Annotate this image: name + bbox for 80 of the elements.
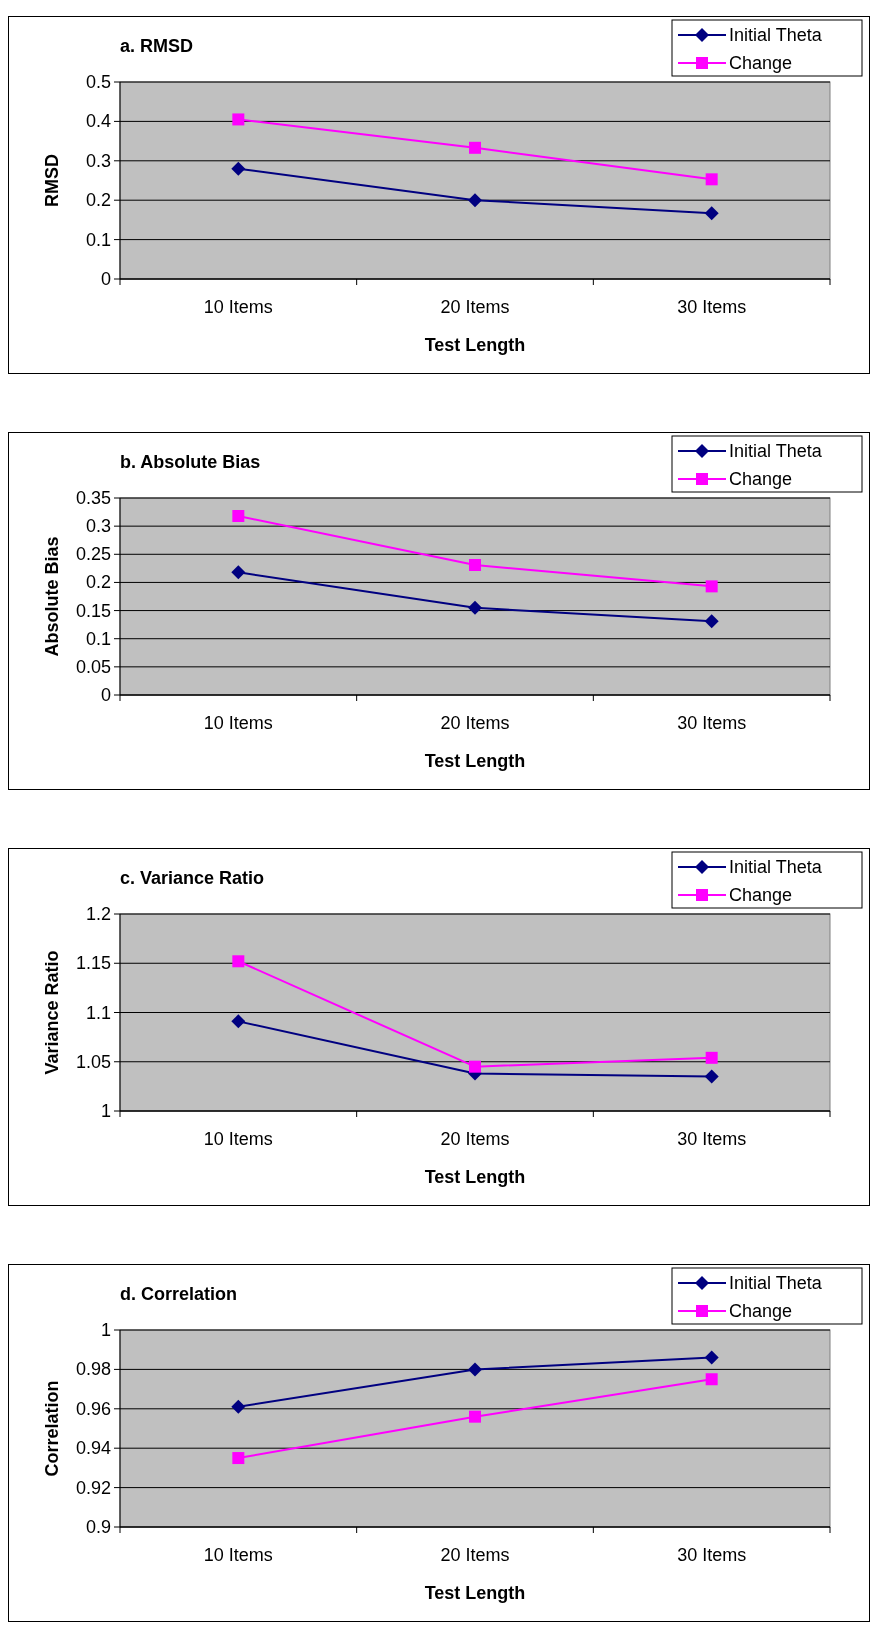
y-tick-label: 1 [100,1320,111,1340]
legend-label: Initial Theta [729,1273,823,1293]
y-tick-label: 0.1 [85,628,111,649]
y-tick-label: 1.05 [75,1051,111,1072]
point [704,1350,719,1365]
point [231,565,246,580]
y-tick-label: 0.92 [75,1477,111,1498]
point [704,1069,719,1084]
y-tick-label: 0.2 [85,190,111,211]
y-tick-label: 1.2 [85,904,111,924]
x-tick-label: 30 Items [677,297,747,317]
point [469,1410,481,1423]
x-tick-label: 30 Items [677,713,747,733]
y-tick-label: 0.05 [75,656,111,677]
y-tick-label: 0.1 [85,229,111,250]
chart-title: c. Variance Ratio [120,868,265,888]
point [231,1399,246,1414]
x-tick-label: 10 Items [203,713,273,733]
x-tick-label: 30 Items [677,1129,747,1149]
point [232,955,245,968]
y-tick-label: 0 [100,685,111,705]
point [705,1373,718,1386]
y-tick-label: 0.94 [75,1438,111,1459]
y-axis-title: Absolute Bias [42,536,62,657]
legend-label: Change [729,885,793,905]
y-tick-label: 0 [100,269,111,289]
legend-label: Change [729,1301,793,1321]
chart-title: d. Correlation [120,1284,238,1304]
point [469,141,481,154]
point [705,173,718,186]
legend-label: Initial Theta [729,857,823,877]
point [231,1014,246,1029]
x-axis-title: Test Length [424,751,526,771]
legend-label: Initial Theta [729,25,823,45]
legend-label: Initial Theta [729,441,823,461]
point [232,113,245,126]
legend-label: Change [729,469,793,489]
y-tick-label: 1 [100,1101,111,1121]
x-axis-title: Test Length [424,335,526,355]
y-tick-label: 0.3 [85,516,111,537]
x-tick-label: 10 Items [203,297,273,317]
y-axis-title: RMSD [42,154,62,207]
y-tick-label: 0.96 [75,1398,111,1419]
legend-label: Change [729,53,793,73]
x-tick-label: 20 Items [440,297,510,317]
y-tick-label: 0.2 [85,572,111,593]
x-tick-label: 30 Items [677,1545,747,1565]
point [468,193,482,208]
point [469,1060,481,1073]
x-tick-label: 20 Items [440,1545,510,1565]
point [469,558,481,571]
y-tick-label: 0.3 [85,150,111,171]
y-axis-title: Correlation [42,1380,62,1477]
y-axis-title: Variance Ratio [42,950,62,1075]
y-tick-label: 0.35 [75,488,111,508]
chart-title: b. Absolute Bias [120,452,261,472]
y-tick-label: 0.25 [75,544,111,565]
y-tick-label: 0.9 [85,1517,111,1537]
chart-title: a. RMSD [120,36,194,56]
point [468,1362,482,1377]
x-tick-label: 20 Items [440,713,510,733]
x-tick-label: 10 Items [203,1545,273,1565]
y-tick-label: 0.5 [85,72,111,92]
y-tick-label: 1.1 [85,1002,111,1023]
point [232,510,245,523]
point [704,614,719,629]
x-tick-label: 10 Items [203,1129,273,1149]
point [705,1051,718,1064]
point [705,580,718,593]
point [704,206,719,221]
x-axis-title: Test Length [424,1167,526,1187]
x-axis-title: Test Length [424,1583,526,1603]
point [231,161,246,176]
y-tick-label: 1.15 [75,953,111,974]
point [468,600,482,615]
y-tick-label: 0.4 [85,111,111,132]
point [232,1452,245,1465]
y-tick-label: 0.15 [75,600,111,621]
y-tick-label: 0.98 [75,1359,111,1380]
x-tick-label: 20 Items [440,1129,510,1149]
